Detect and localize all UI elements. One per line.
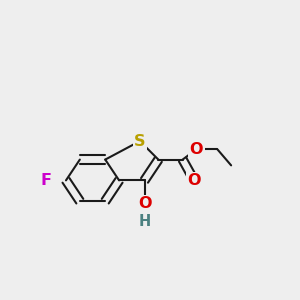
Text: F: F — [41, 173, 52, 188]
Text: O: O — [188, 173, 201, 188]
Text: S: S — [134, 134, 146, 148]
Text: O: O — [190, 142, 203, 157]
Text: H: H — [138, 214, 151, 230]
Text: O: O — [138, 196, 151, 211]
